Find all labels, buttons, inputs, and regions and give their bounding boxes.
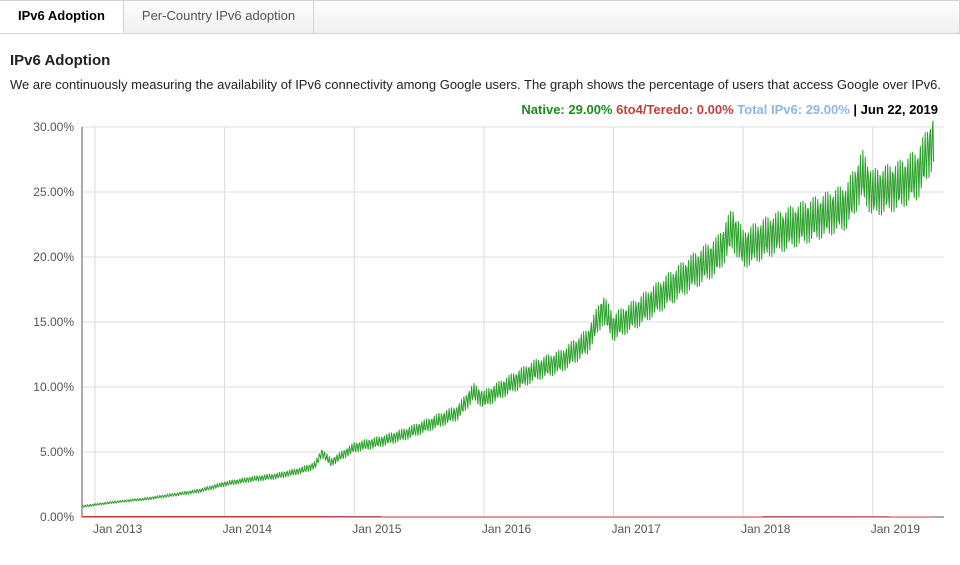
content-area: IPv6 Adoption We are continuously measur… bbox=[0, 34, 960, 551]
svg-text:Jan 2019: Jan 2019 bbox=[871, 522, 921, 536]
section-description: We are continuously measuring the availa… bbox=[10, 77, 952, 92]
svg-text:20.00%: 20.00% bbox=[33, 250, 74, 264]
svg-text:15.00%: 15.00% bbox=[33, 315, 74, 329]
legend-native: Native: 29.00% bbox=[521, 102, 616, 117]
legend-date: | Jun 22, 2019 bbox=[853, 102, 938, 117]
legend-total: Total IPv6: 29.00% bbox=[737, 102, 853, 117]
tab-per-country[interactable]: Per-Country IPv6 adoption bbox=[124, 1, 314, 33]
svg-text:10.00%: 10.00% bbox=[33, 380, 74, 394]
chart-legend: Native: 29.00% 6to4/Teredo: 0.00% Total … bbox=[8, 102, 952, 117]
svg-text:Jan 2014: Jan 2014 bbox=[223, 522, 273, 536]
tab-ipv6-adoption[interactable]: IPv6 Adoption bbox=[0, 1, 124, 33]
svg-text:30.00%: 30.00% bbox=[33, 121, 74, 134]
svg-text:Jan 2018: Jan 2018 bbox=[741, 522, 791, 536]
chart-container: 0.00% 5.00% 10.00% 15.00% 20.00% 25.00% 30.00%… bbox=[14, 121, 958, 551]
ipv6-adoption-chart[interactable]: 0.00% 5.00% 10.00% 15.00% 20.00% 25.00% 30.00%… bbox=[14, 121, 958, 551]
svg-text:Jan 2016: Jan 2016 bbox=[482, 522, 532, 536]
svg-text:Jan 2015: Jan 2015 bbox=[352, 522, 402, 536]
series-native bbox=[82, 121, 934, 507]
tab-bar: IPv6 Adoption Per-Country IPv6 adoption bbox=[0, 0, 960, 34]
svg-text:25.00%: 25.00% bbox=[33, 185, 74, 199]
legend-6to4: 6to4/Teredo: 0.00% bbox=[616, 102, 737, 117]
svg-text:Jan 2017: Jan 2017 bbox=[611, 522, 661, 536]
svg-text:5.00%: 5.00% bbox=[40, 445, 74, 459]
svg-text:Jan 2013: Jan 2013 bbox=[93, 522, 143, 536]
svg-text:0.00%: 0.00% bbox=[40, 510, 74, 524]
section-title: IPv6 Adoption bbox=[10, 52, 952, 69]
